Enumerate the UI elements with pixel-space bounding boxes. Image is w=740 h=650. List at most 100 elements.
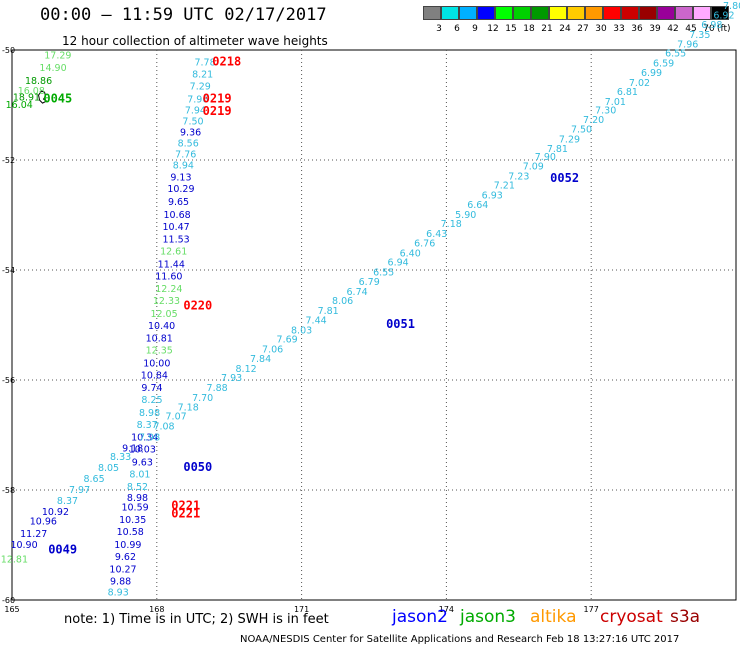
colorbar-swatch bbox=[549, 6, 567, 20]
figure-title: 00:00 – 11:59 UTC 02/17/2017 bbox=[40, 5, 327, 25]
swh-value-label: 7.08 bbox=[153, 422, 174, 433]
swh-value-label: 10.47 bbox=[163, 222, 190, 233]
swh-value-label: 6.55 bbox=[665, 49, 686, 60]
colorbar-swatch bbox=[567, 6, 585, 20]
swh-value-label: 8.52 bbox=[127, 482, 148, 493]
track-time-label: 0219 bbox=[203, 104, 232, 118]
colorbar-unit: (ft) bbox=[717, 24, 731, 34]
swh-value-label: 8.33 bbox=[110, 452, 131, 463]
swh-value-label: 7.84 bbox=[250, 354, 271, 365]
satellite-legend-item: s3a bbox=[670, 607, 701, 627]
swh-value-label: 8.93 bbox=[108, 588, 129, 599]
swh-value-label: 7.81 bbox=[318, 306, 339, 317]
swh-value-label: 16.08 bbox=[18, 86, 45, 97]
swh-value-label: 12.05 bbox=[150, 309, 177, 320]
swh-value-label: 6.43 bbox=[426, 229, 447, 240]
swh-value-label: 9.36 bbox=[180, 127, 201, 138]
track-time-label: 0219 bbox=[203, 91, 232, 105]
swh-value-label: 6.76 bbox=[414, 238, 435, 249]
swh-value-label: 10.84 bbox=[141, 370, 168, 381]
swh-value-label: 6.81 bbox=[617, 87, 638, 98]
swh-value-label: 10.58 bbox=[117, 527, 144, 538]
island-outline bbox=[38, 90, 48, 104]
colorbar-label: 3 bbox=[436, 24, 442, 34]
swh-value-label: 12.24 bbox=[155, 284, 182, 295]
swh-value-label: 10.40 bbox=[148, 321, 175, 332]
track-time-label: 0221 bbox=[171, 507, 200, 521]
swh-value-label: 8.94 bbox=[173, 160, 194, 171]
swh-value-label: 8.25 bbox=[141, 395, 162, 406]
swh-value-label: 6.98 bbox=[701, 20, 722, 31]
lat-tick-label: -58 bbox=[2, 486, 15, 495]
swh-value-label: 10.29 bbox=[167, 184, 194, 195]
swh-value-label: 7.70 bbox=[192, 393, 213, 404]
swh-value-label: 14.90 bbox=[39, 63, 66, 74]
swh-value-label: 8.37 bbox=[57, 496, 78, 507]
satellite-legend-item: jason2 bbox=[392, 607, 448, 627]
lon-tick-label: 168 bbox=[149, 605, 164, 614]
swh-value-label: 9.74 bbox=[141, 383, 162, 394]
swh-value-label: 7.29 bbox=[190, 82, 211, 93]
colorbar-swatch bbox=[693, 6, 711, 20]
lon-tick-label: 177 bbox=[584, 605, 599, 614]
lat-tick-label: -50 bbox=[2, 46, 15, 55]
colorbar-label: 24 bbox=[559, 24, 571, 34]
swh-value-label: 16.04 bbox=[6, 100, 33, 111]
swh-value-label: 7.78 bbox=[194, 57, 215, 68]
colorbar-swatch bbox=[513, 6, 531, 20]
swh-value-label: 10.59 bbox=[121, 502, 148, 513]
lon-tick-label: 171 bbox=[294, 605, 309, 614]
swh-value-label: 8.03 bbox=[291, 325, 312, 336]
swh-value-label: 8.06 bbox=[332, 296, 353, 307]
swh-value-label: 8.56 bbox=[178, 138, 199, 149]
colorbar-label: 42 bbox=[667, 24, 679, 34]
swh-value-label: 8.01 bbox=[129, 469, 150, 480]
swh-value-label: 7.20 bbox=[583, 115, 604, 126]
swh-value-label: 11.60 bbox=[155, 271, 182, 282]
colorbar-swatch bbox=[531, 6, 549, 20]
swh-value-label: 8.37 bbox=[137, 420, 158, 431]
swh-value-label: 10.03 bbox=[129, 445, 156, 456]
swh-value-label: 11.53 bbox=[163, 235, 190, 246]
track-time-label: 0050 bbox=[183, 460, 212, 474]
satellite-legend-item: altika bbox=[530, 607, 577, 627]
swh-value-label: 8.98 bbox=[127, 493, 148, 504]
swh-value-label: 7.35 bbox=[689, 30, 710, 41]
colorbar-swatch bbox=[603, 6, 621, 20]
swh-value-label: 7.23 bbox=[508, 171, 529, 182]
swh-value-label: 5.90 bbox=[455, 210, 476, 221]
track-time-label: 0051 bbox=[386, 317, 415, 331]
swh-value-label: 6.79 bbox=[359, 277, 380, 288]
track-time-label: 0049 bbox=[48, 542, 77, 556]
satellite-legend-item: jason3 bbox=[460, 607, 516, 627]
colorbar-label: 12 bbox=[487, 24, 499, 34]
swh-value-label: 9.65 bbox=[168, 197, 189, 208]
swh-value-label: 7.97 bbox=[69, 485, 90, 496]
swh-value-label: 10.90 bbox=[10, 540, 37, 551]
track-time-label: 0218 bbox=[212, 54, 241, 68]
swh-value-label: 6.40 bbox=[400, 248, 421, 259]
track-time-label: 0221 bbox=[171, 498, 200, 512]
colorbar-swatch bbox=[639, 6, 657, 20]
colorbar-swatch bbox=[657, 6, 675, 20]
swh-value-label: 7.02 bbox=[629, 78, 650, 89]
swh-value-label: 7.50 bbox=[571, 125, 592, 136]
swh-value-label: 7.50 bbox=[182, 116, 203, 127]
track-time-label: 0045 bbox=[43, 91, 72, 105]
track-time-label: 0220 bbox=[183, 299, 212, 313]
swh-value-label: 10.35 bbox=[119, 515, 146, 526]
colorbar-swatch bbox=[441, 6, 459, 20]
colorbar-swatch bbox=[459, 6, 477, 20]
swh-value-label: 6.55 bbox=[373, 268, 394, 279]
colorbar-label: 15 bbox=[505, 24, 517, 34]
swh-value-label: 11.44 bbox=[158, 259, 185, 270]
lat-tick-label: -52 bbox=[2, 156, 15, 165]
colorbar-swatch bbox=[711, 6, 729, 20]
swh-value-label: 18.86 bbox=[25, 76, 52, 87]
map-frame bbox=[11, 49, 737, 601]
colorbar-label: 39 bbox=[649, 24, 661, 34]
swh-value-label: 10.00 bbox=[143, 358, 170, 369]
swh-value-label: 6.74 bbox=[347, 287, 368, 298]
swh-value-label: 10.68 bbox=[163, 210, 190, 221]
